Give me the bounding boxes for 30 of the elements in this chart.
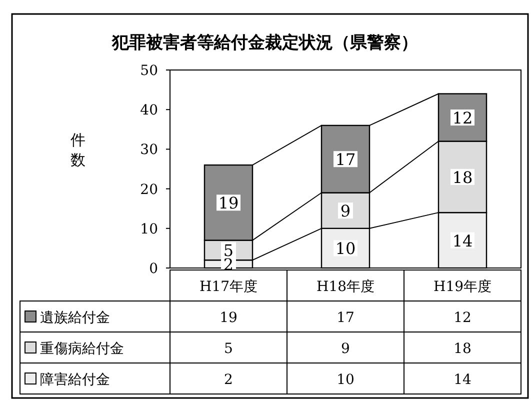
legend-label: 重傷病給付金 [40,341,124,357]
text: 14 [454,372,472,388]
data-label: 18 [452,168,473,187]
text: 9 [341,341,350,357]
text: 18 [454,341,472,357]
text: 5 [224,341,233,357]
legend-label: 障害給付金 [40,372,110,388]
y-tick-label: 0 [149,261,158,277]
y-tick-label: 40 [140,102,158,119]
data-label: 14 [452,231,473,250]
y-axis-title: 件数 [70,131,86,169]
data-label: 12 [452,108,473,128]
text: 12 [454,310,472,326]
text: 10 [336,372,354,388]
y-tick-label: 30 [140,142,158,158]
y-tick-label: 10 [140,221,158,238]
data-label: 17 [335,150,356,170]
x-tick-label: H18年度 [316,279,375,295]
text: 17 [336,310,354,326]
data-label: 19 [218,194,239,213]
x-tick-label: H17年度 [199,279,258,295]
y-tick-label: 20 [140,182,158,198]
data-label: 10 [335,239,356,258]
text: 19 [220,310,238,326]
y-tick-label: 50 [140,63,158,79]
legend-label: 遺族給付金 [40,310,110,326]
text: 2 [224,372,233,388]
chart-title: 犯罪被害者等給付金裁定状況（県警察） [111,33,418,53]
data-label: 9 [340,202,351,221]
x-tick-label: H19年度 [433,279,492,295]
